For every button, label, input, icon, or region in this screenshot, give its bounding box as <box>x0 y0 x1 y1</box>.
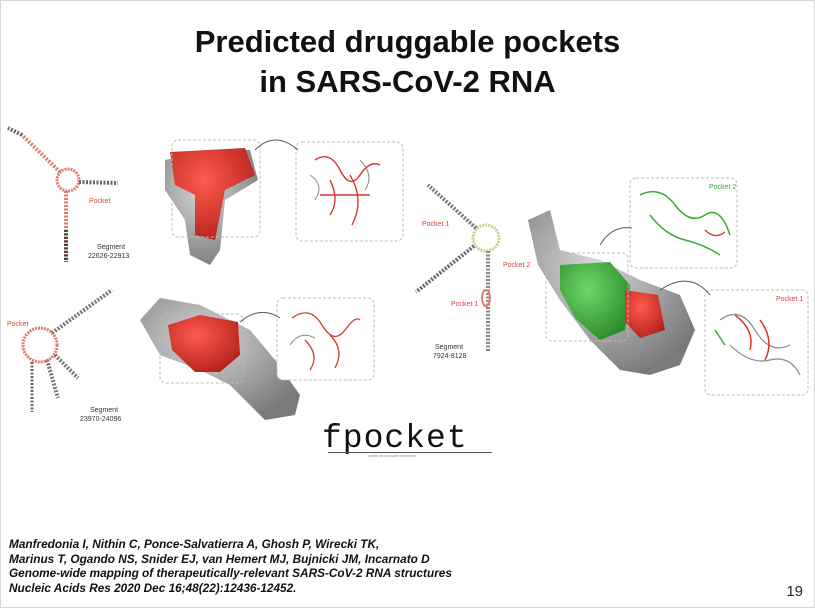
pocket-box-c <box>545 252 629 342</box>
rna-3d-model-c <box>528 210 695 375</box>
zoom-box-b <box>276 297 375 381</box>
page-number: 19 <box>786 583 803 600</box>
structure-c-pocket1-lower-label: Pocket 1 <box>451 301 479 308</box>
structure-a-segment-range: 22626-22913 <box>88 253 130 260</box>
rna-3d-model-b <box>140 298 300 420</box>
structure-a-pocket-label: Pocket <box>89 198 111 205</box>
citation-authors-line-1: Manfredonia I, Nithin C, Ponce-Salvatier… <box>9 537 380 551</box>
rna-secondary-structure-c <box>414 183 501 352</box>
structure-b-segment-label: Segment <box>90 407 119 414</box>
structure-b-pocket-label: Pocket <box>7 321 29 328</box>
fpocket-logo: fpocket <box>322 420 468 457</box>
slide-title-line-2: in SARS-CoV-2 RNA <box>259 64 556 99</box>
zoom-pocket2-label: Pocket 2 <box>709 184 737 191</box>
zoom-pocket1-label: Pocket 1 <box>776 296 804 303</box>
citation-journal: Nucleic Acids Res 2020 Dec 16;48(22):124… <box>9 580 297 595</box>
structure-b-segment-range: 23970-24096 <box>80 416 122 423</box>
citation-title: Genome-wide mapping of therapeutically-r… <box>9 566 452 581</box>
pocket-box-b <box>159 313 244 384</box>
zoom-box-c-green <box>629 177 738 269</box>
structure-c-pocket2-label: Pocket 2 <box>503 262 531 269</box>
zoom-box-c-red <box>704 289 809 396</box>
citation: Manfredonia I, Nithin C, Ponce-Salvatier… <box>9 537 452 595</box>
rna-3d-model-a <box>165 148 258 265</box>
structure-c-segment-label: Segment <box>435 344 464 351</box>
structure-a-segment-label: Segment <box>97 244 126 251</box>
structure-c-segment-range: 7924-8128 <box>433 353 467 360</box>
structure-c-pocket1-label: Pocket 1 <box>422 221 450 228</box>
zoom-box-a <box>295 141 404 242</box>
fpocket-logo-subtitle: cavity and pocket detection <box>368 453 417 458</box>
arrow-c1 <box>599 227 633 246</box>
rna-secondary-structure-a <box>7 126 119 262</box>
arrow-c2 <box>659 280 711 296</box>
fpocket-logo-underline <box>328 452 492 453</box>
citation-authors-line-2: Marinus T, Ogando NS, Snider EJ, van Hem… <box>9 551 430 566</box>
rna-secondary-structure-b <box>21 288 114 412</box>
arrow-a <box>254 139 299 151</box>
slide-title-line-1: Predicted druggable pockets <box>194 24 621 59</box>
arrow-b <box>239 311 281 323</box>
pocket-box-a <box>171 139 261 238</box>
